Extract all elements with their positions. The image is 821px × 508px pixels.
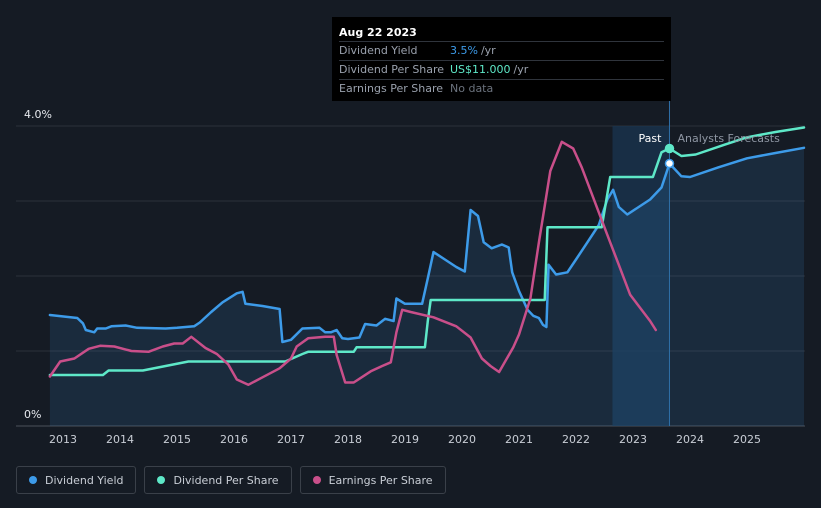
tooltip-row-earnings-per-share: Earnings Per Share No data xyxy=(339,79,664,98)
x-tick-label: 2014 xyxy=(106,433,134,446)
tooltip-value: US$11.000 xyxy=(450,63,511,76)
cursor-markers xyxy=(664,143,675,169)
tooltip-row-dividend-yield: Dividend Yield 3.5%/yr xyxy=(339,41,664,60)
tooltip-row-dividend-per-share: Dividend Per Share US$11.000/yr xyxy=(339,60,664,79)
series-line-0 xyxy=(48,146,806,344)
legend: Dividend Yield Dividend Per Share Earnin… xyxy=(16,466,446,494)
legend-item-dividend-per-share[interactable]: Dividend Per Share xyxy=(144,466,292,494)
x-tick-label: 2020 xyxy=(448,433,476,446)
series-lines xyxy=(48,126,806,387)
tooltip-date: Aug 22 2023 xyxy=(339,26,417,39)
tooltip-label: Dividend Per Share xyxy=(339,63,445,76)
tooltip-label: Dividend Yield xyxy=(339,44,418,57)
tooltip-unit: /yr xyxy=(513,63,529,76)
cursor-marker xyxy=(664,143,675,154)
legend-label: Dividend Per Share xyxy=(173,473,279,487)
past-label: Past xyxy=(639,132,663,145)
x-axis-ticks: 2013 2014 2015 2016 2017 2018 2019 2020 2021 2022… xyxy=(49,433,761,446)
x-tick-label: 2019 xyxy=(391,433,419,446)
tooltip-label: Earnings Per Share xyxy=(339,82,444,95)
x-tick-label: 2025 xyxy=(733,433,761,446)
y-tick-label: 4.0% xyxy=(24,108,52,121)
x-tick-label: 2013 xyxy=(49,433,77,446)
x-tick-label: 2016 xyxy=(220,433,248,446)
tooltip-value: No data xyxy=(450,82,494,95)
x-tick-label: 2023 xyxy=(619,433,647,446)
x-tick-label: 2022 xyxy=(562,433,590,446)
x-tick-label: 2021 xyxy=(505,433,533,446)
tooltip-unit: /yr xyxy=(480,44,496,57)
tooltip-value: 3.5% xyxy=(450,44,478,57)
cursor-marker xyxy=(664,158,675,169)
legend-dot-icon xyxy=(29,476,37,484)
legend-label: Earnings Per Share xyxy=(328,473,433,487)
x-tick-label: 2018 xyxy=(334,433,362,446)
y-tick-label: 0% xyxy=(24,408,41,421)
series-line-1 xyxy=(48,126,806,377)
tooltip: Aug 22 2023 Dividend Yield 3.5%/yr Divid… xyxy=(332,17,671,101)
legend-dot-icon xyxy=(312,476,321,484)
x-tick-label: 2015 xyxy=(163,433,191,446)
legend-label: Dividend Yield xyxy=(45,473,124,487)
x-tick-label: 2017 xyxy=(277,433,305,446)
y-axis-ticks: 4.0% 0% xyxy=(24,108,52,421)
legend-dot-icon xyxy=(157,476,166,484)
x-tick-label: 2024 xyxy=(676,433,704,446)
legend-item-earnings-per-share[interactable]: Earnings Per Share xyxy=(299,466,446,494)
series-line-2 xyxy=(48,140,658,387)
legend-item-dividend-yield[interactable]: Dividend Yield xyxy=(16,466,137,494)
analysts-forecasts-label: Analysts Forecasts xyxy=(677,132,780,145)
